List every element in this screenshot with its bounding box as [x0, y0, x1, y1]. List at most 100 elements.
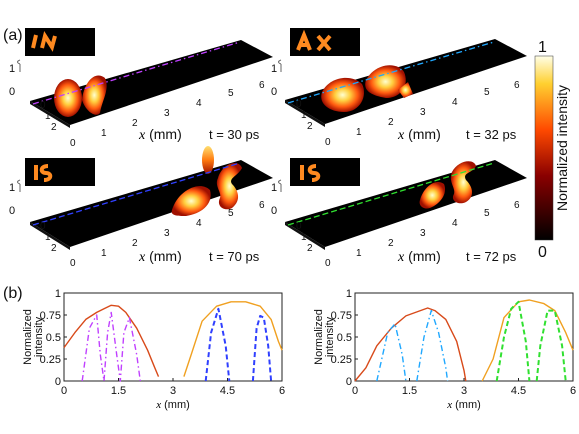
time-label: t = 72 ps	[466, 249, 517, 264]
surface-plane-edge	[285, 222, 325, 250]
z-tick: 1	[271, 182, 277, 194]
x-tick: 6	[259, 200, 265, 211]
y-tick-label: 0.5	[337, 332, 352, 344]
z-tick: 0	[271, 205, 277, 217]
x-tick: 1	[356, 127, 362, 138]
surface-plane-edge	[285, 100, 325, 127]
colorbar-min: 0	[538, 244, 547, 261]
x-tick-label: 4.5	[511, 385, 526, 397]
y-tick: 0	[40, 221, 46, 232]
intensity-blob	[54, 79, 82, 117]
x-tick-label: 1.5	[111, 385, 126, 397]
x-tick: 2	[132, 238, 138, 249]
x-axis-label: x (mm)	[397, 248, 441, 265]
x-tick: 3	[420, 107, 426, 118]
z-axis-bracket	[17, 179, 21, 192]
z-tick: 0	[9, 205, 15, 217]
series-line	[354, 307, 467, 382]
inset-image	[25, 28, 95, 56]
x-tick: 0	[325, 258, 331, 269]
inset-letters	[31, 30, 57, 52]
x-tick-label: 3	[461, 385, 467, 397]
z-tick: 0	[9, 86, 15, 98]
x-tick: 1	[101, 128, 107, 139]
surface-plane	[30, 160, 273, 247]
x-tick: 2	[132, 118, 138, 129]
x-tick: 1	[356, 248, 362, 259]
y-tick-label: 1	[55, 288, 61, 300]
time-label: t = 32 ps	[466, 127, 517, 142]
y-axis-label: Normalizedintensity	[22, 309, 45, 365]
panel-a-label: (a)	[3, 27, 23, 44]
series-line	[376, 323, 407, 382]
x-tick-label: 1.5	[402, 385, 417, 397]
intensity-blob	[450, 161, 476, 204]
series-line	[535, 309, 567, 382]
x-tick: 2	[388, 238, 394, 249]
y-tick: 0	[296, 99, 302, 110]
z-tick: 0	[271, 86, 277, 98]
time-label: t = 70 ps	[209, 249, 260, 264]
intensity-blob	[82, 75, 107, 115]
colorbar-gradient	[534, 55, 554, 241]
y-tick-label: 0	[55, 376, 61, 388]
panel-b-label: (b)	[3, 285, 23, 302]
y-tick: 2	[51, 122, 57, 133]
y-tick: 0	[40, 100, 46, 111]
intensity-blob	[171, 186, 211, 216]
y-tick-label: 0.25	[331, 354, 352, 366]
series-line	[81, 311, 141, 382]
x-tick-label: 4.5	[220, 385, 235, 397]
z-tick: 1	[271, 63, 277, 75]
intensity-blob	[321, 77, 364, 112]
intensity-blob	[419, 181, 446, 209]
x-axis-label: x (mm)	[138, 126, 182, 143]
x-tick: 4	[196, 218, 202, 229]
x-axis-label: x (mm)	[397, 126, 441, 143]
surface-plane-edge	[30, 222, 70, 250]
line-chart-right: 0 1.5 3 4.5 6 0 0.25 0.5 0.75 1 Normalizedintensit…	[313, 288, 576, 411]
series-line	[481, 299, 574, 382]
y-tick: 2	[307, 243, 313, 254]
x-tick: 6	[259, 80, 265, 91]
y-tick: 1	[301, 232, 307, 243]
x-tick: 1	[101, 248, 107, 259]
time-label: t = 30 ps	[209, 127, 260, 142]
colorbar-max: 1	[538, 39, 547, 56]
x-tick: 4	[452, 218, 458, 229]
y-tick: 1	[45, 232, 51, 243]
x-axis-label: x (mm)	[446, 399, 481, 411]
surface-plot-t70: 1 0 0 1 2 0 1 2 3 4 5 6 x (mm) t = 70 ps	[9, 146, 273, 269]
intensity-peak	[202, 146, 214, 174]
y-tick-label: 0	[346, 376, 352, 388]
intensity-blob	[398, 82, 413, 98]
surface-plot-t32: 1 0 0 1 2 0 1 2 3 4 5 6 x (mm) t = 32 ps	[271, 28, 527, 148]
z-axis-bracket	[278, 179, 282, 192]
series-line	[183, 301, 283, 377]
x-tick: 3	[164, 228, 170, 239]
y-tick-label: 1	[346, 288, 352, 300]
x-tick: 3	[420, 228, 426, 239]
intensity-blob	[365, 65, 406, 98]
profile-line	[32, 162, 241, 226]
y-tick-label: 0.75	[331, 310, 352, 322]
profile-line	[32, 41, 241, 105]
x-tick-label: 0	[352, 385, 358, 397]
y-tick: 1	[301, 110, 307, 121]
line-chart-left: 0 1.5 3 4.5 6 0 0.25 0.5 0.75 1 Normalizedintensit…	[22, 288, 285, 411]
x-tick: 5	[484, 208, 490, 219]
x-axis-label: x (mm)	[155, 399, 190, 411]
series-line	[495, 300, 531, 382]
z-tick: 1	[9, 182, 15, 194]
series-line	[63, 304, 160, 377]
x-tick-label: 6	[279, 385, 285, 397]
intensity-blob	[216, 163, 242, 210]
z-axis-bracket	[17, 59, 21, 72]
profile-line	[287, 41, 495, 104]
x-tick: 6	[514, 80, 520, 91]
x-tick: 5	[228, 208, 234, 219]
colorbar: 1 0 Normalized intensity	[534, 39, 570, 261]
surface-plane-edge	[30, 101, 70, 128]
x-tick: 0	[70, 258, 76, 269]
